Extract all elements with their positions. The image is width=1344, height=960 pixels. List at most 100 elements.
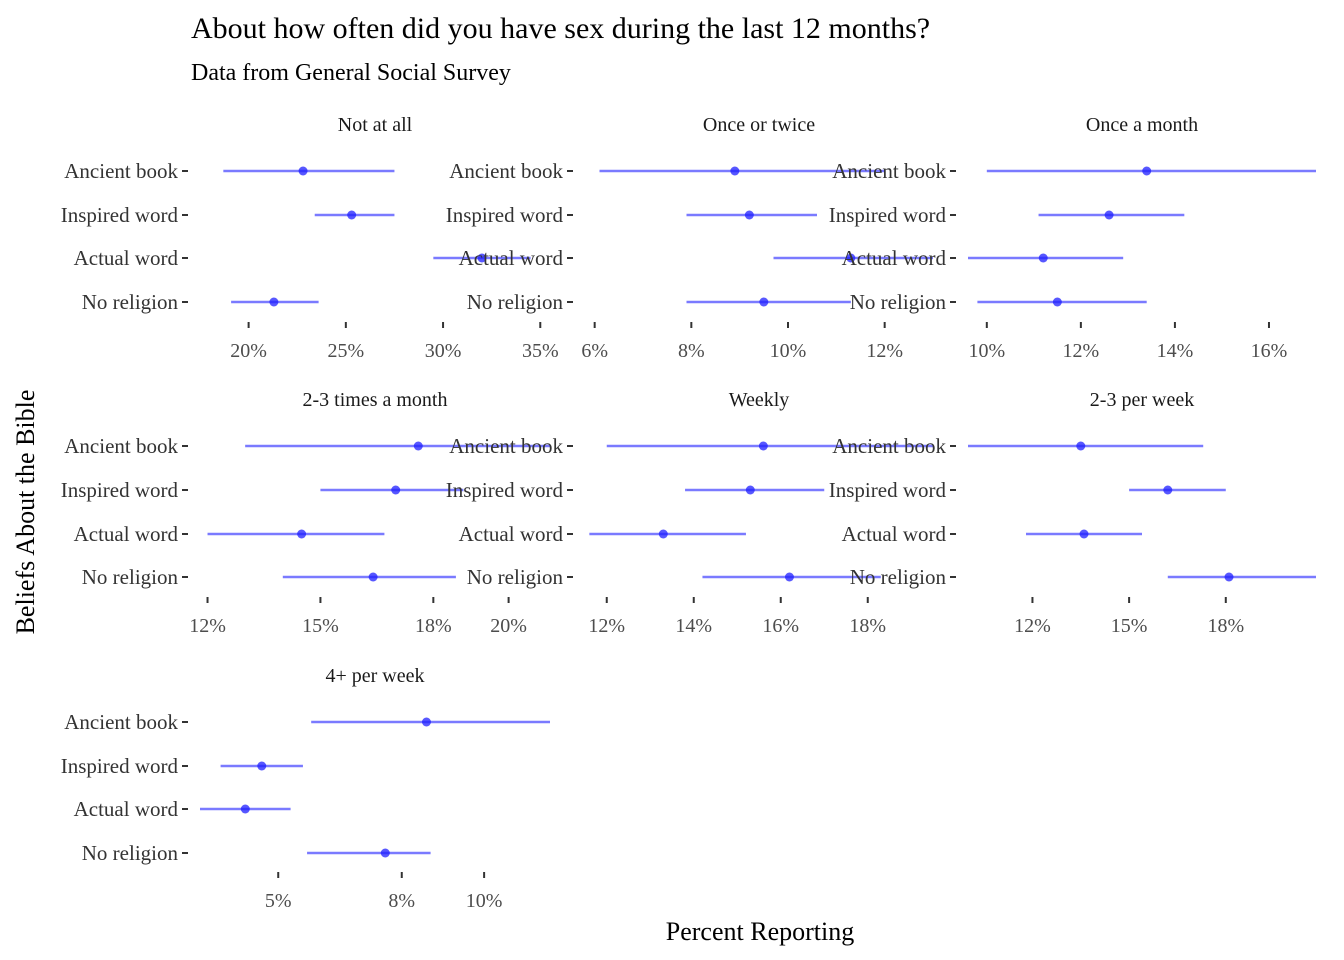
y-tick-label: Actual word [842,522,947,546]
facet-panel: 4+ per week Ancient book Inspired word Actu… [61,665,550,912]
x-tick-label: 30% [425,340,462,362]
x-tick-label: 18% [1207,615,1244,637]
estimate-point [257,761,267,771]
facet-strip-label: Weekly [729,389,790,411]
facet-strip-label: 2-3 per week [1090,389,1194,411]
estimate-point [1104,210,1114,220]
x-tick-label: 14% [1157,340,1194,362]
facet-panel: Not at all Ancient book Inspired word Actua… [61,114,559,362]
facet-strip-label: 4+ per week [325,665,424,687]
x-tick-label: 14% [675,615,712,637]
x-tick-label: 20% [490,615,527,637]
estimate-point [380,848,390,858]
x-tick-label: 10% [968,340,1005,362]
x-tick-label: 10% [466,890,503,912]
facet-panel: Once a month Ancient book Inspired word Act… [829,114,1316,362]
x-tick-label: 16% [1251,340,1288,362]
y-tick-label: No religion [850,290,947,314]
x-tick-label: 6% [581,340,608,362]
x-tick-label: 18% [849,615,886,637]
estimate-point [758,441,768,451]
facet-panel: 2-3 times a month Ancient book Inspired wo… [61,389,550,637]
estimate-point [846,253,856,263]
estimate-point [477,253,487,263]
chart-subtitle: Data from General Social Survey [191,60,511,86]
y-tick-label: Ancient book [64,159,178,183]
y-tick-label: Actual word [459,522,564,546]
y-tick-label: Actual word [459,246,564,270]
facet-strip-label: Once a month [1086,114,1198,136]
estimate-point [744,210,754,220]
facet-strip-label: 2-3 times a month [303,389,448,411]
y-tick-label: Inspired word [61,754,179,778]
x-tick-label: 25% [327,340,364,362]
estimate-point [240,804,250,814]
x-tick-label: 12% [189,615,226,637]
facet-strip-label: Once or twice [703,114,815,136]
x-tick-label: 10% [770,340,807,362]
estimate-point [1224,572,1234,582]
estimate-point [368,572,378,582]
x-tick-label: 15% [302,615,339,637]
chart-title: About how often did you have sex during … [191,12,930,45]
estimate-point [658,529,668,539]
y-tick-label: Actual word [842,246,947,270]
y-tick-label: Inspired word [61,478,179,502]
y-tick-label: Actual word [74,522,179,546]
estimate-point [297,529,307,539]
x-tick-label: 20% [230,340,267,362]
y-tick-label: Ancient book [449,159,563,183]
estimate-point [784,572,794,582]
estimate-point [1142,166,1152,176]
facet-panel: 2-3 per week Ancient book Inspired word Act… [829,389,1316,637]
x-axis-label: Percent Reporting [666,917,854,946]
y-tick-label: Ancient book [832,159,946,183]
y-tick-label: Actual word [74,797,179,821]
y-tick-label: Ancient book [449,434,563,458]
x-tick-label: 12% [588,615,625,637]
x-tick-label: 35% [522,340,559,362]
facet-panels: Not at all Ancient book Inspired word Actua… [61,114,1316,912]
y-tick-label: Ancient book [64,710,178,734]
x-tick-label: 12% [866,340,903,362]
facet-panel: Once or twice Ancient book Inspired word Ac… [446,114,933,362]
y-tick-label: Inspired word [829,203,947,227]
y-tick-label: Inspired word [446,203,564,227]
estimate-point [1038,253,1048,263]
estimate-point [730,166,740,176]
x-tick-label: 12% [1014,615,1051,637]
estimate-point [413,441,423,451]
x-tick-label: 16% [762,615,799,637]
estimate-point [269,297,279,307]
y-tick-label: No religion [82,565,179,589]
y-tick-label: No religion [467,290,564,314]
y-tick-label: No religion [467,565,564,589]
x-tick-label: 5% [265,890,292,912]
estimate-point [421,717,431,727]
x-tick-label: 18% [415,615,452,637]
facet-panel: Weekly Ancient book Inspired word Actual wo… [446,389,933,637]
estimate-point [1076,441,1086,451]
estimate-point [298,166,308,176]
x-tick-label: 15% [1111,615,1148,637]
estimate-point [759,297,769,307]
x-tick-label: 8% [678,340,705,362]
y-tick-label: No religion [82,290,179,314]
y-tick-label: Actual word [74,246,179,270]
y-tick-label: Ancient book [832,434,946,458]
estimate-point [391,485,401,495]
x-tick-label: 12% [1063,340,1100,362]
estimate-point [1052,297,1062,307]
y-axis-label: Beliefs About the Bible [11,390,40,635]
y-tick-label: Inspired word [61,203,179,227]
y-tick-label: Ancient book [64,434,178,458]
estimate-point [347,210,357,220]
estimate-point [745,485,755,495]
x-tick-label: 8% [388,890,415,912]
facet-strip-label: Not at all [338,114,413,136]
y-tick-label: No religion [850,565,947,589]
y-tick-label: Inspired word [446,478,564,502]
y-tick-label: No religion [82,841,179,865]
y-tick-label: Inspired word [829,478,947,502]
